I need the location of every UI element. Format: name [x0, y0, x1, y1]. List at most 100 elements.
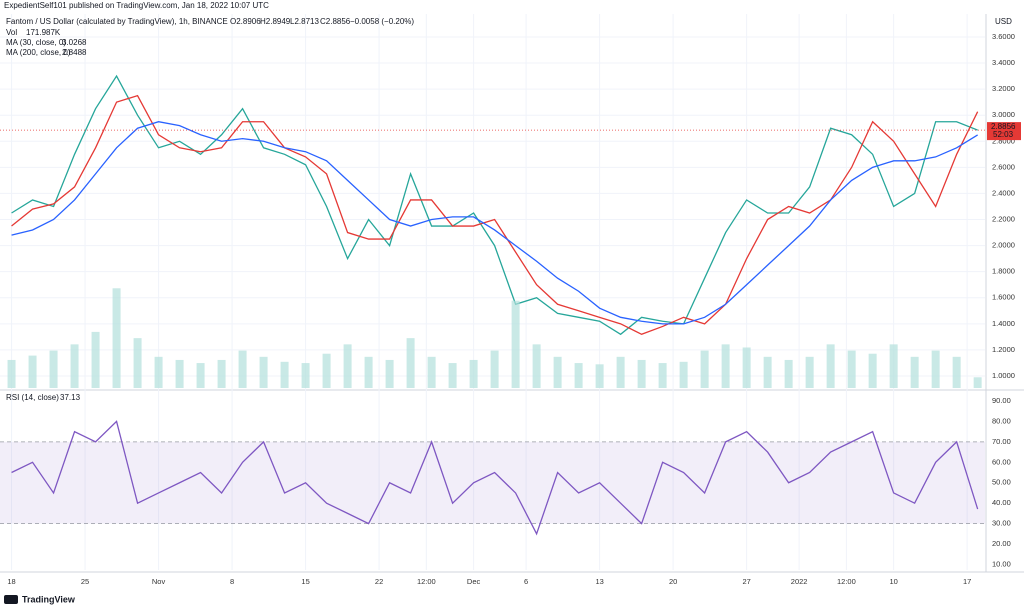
indicator-value: 37.13 — [60, 393, 81, 402]
volume-bar — [154, 356, 163, 388]
volume-bar — [553, 356, 562, 388]
volume-bar — [490, 350, 499, 388]
volume-bar — [658, 363, 667, 388]
y-tick-label: 1.2000 — [992, 345, 1015, 354]
volume-bar — [217, 359, 226, 388]
y-tick-label: 90.00 — [992, 396, 1011, 405]
y-tick-label: 70.00 — [992, 437, 1011, 446]
y-tick-label: 80.00 — [992, 416, 1011, 425]
indicator-value: 3.0268 — [62, 38, 87, 47]
volume-bar — [406, 338, 415, 388]
volume-bar — [595, 364, 604, 388]
y-tick-label: 3.0000 — [992, 110, 1015, 119]
y-tick-label: 2.2000 — [992, 215, 1015, 224]
currency: USD — [995, 17, 1012, 26]
series-line — [11, 121, 978, 325]
volume-bar — [280, 361, 289, 388]
volume-bar — [700, 350, 709, 388]
volume-bar — [385, 359, 394, 388]
volume-bar — [721, 344, 730, 388]
x-tick-label: 12:00 — [417, 577, 436, 586]
x-tick-label: 8 — [230, 577, 234, 586]
x-tick-label: 10 — [889, 577, 897, 586]
indicator-value: 2.8488 — [62, 48, 87, 57]
indicator-label: Vol — [6, 28, 17, 37]
x-tick-label: 13 — [595, 577, 603, 586]
x-tick-label: 17 — [963, 577, 971, 586]
volume-bar — [112, 288, 121, 388]
volume-bar — [301, 363, 310, 388]
y-tick-label: 30.00 — [992, 519, 1011, 528]
volume-bar — [322, 353, 331, 388]
series-line — [11, 94, 979, 335]
countdown-label: 52:03 — [993, 130, 1014, 139]
volume-bar — [784, 359, 793, 388]
x-tick-label: 27 — [742, 577, 750, 586]
indicator-label: MA (30, close, 0) — [6, 38, 66, 47]
y-tick-label: 1.4000 — [992, 319, 1015, 328]
volume-bar — [637, 359, 646, 388]
volume-bar — [763, 356, 772, 388]
volume-bar — [196, 363, 205, 388]
volume-bar — [364, 356, 373, 388]
rsi-band — [0, 441, 985, 524]
y-tick-label: 1.8000 — [992, 267, 1015, 276]
volume-bar — [973, 377, 982, 388]
x-tick-label: 12:00 — [837, 577, 856, 586]
ohlc-value: −0.0058 (−0.20%) — [350, 17, 414, 26]
y-tick-label: 1.6000 — [992, 293, 1015, 302]
indicator-label: MA (200, close, 0) — [6, 48, 71, 57]
volume-bar — [574, 363, 583, 388]
x-tick-label: 20 — [669, 577, 677, 586]
volume-bar — [616, 356, 625, 388]
y-tick-label: 10.00 — [992, 559, 1011, 568]
indicator-label: RSI (14, close) — [6, 393, 59, 402]
volume-bar — [49, 350, 58, 388]
ohlc-value: H2.8949 — [260, 17, 291, 26]
symbol-title: Fantom / US Dollar (calculated by Tradin… — [6, 17, 228, 26]
volume-bar — [427, 356, 436, 388]
volume-bar — [889, 344, 898, 388]
x-tick-label: Dec — [467, 577, 481, 586]
x-tick-label: 15 — [301, 577, 309, 586]
x-tick-label: 22 — [375, 577, 383, 586]
volume-bar — [826, 344, 835, 388]
volume-bar — [70, 344, 79, 388]
ohlc-value: O2.8906 — [230, 17, 261, 26]
y-tick-label: 2.4000 — [992, 188, 1015, 197]
y-tick-label: 3.2000 — [992, 84, 1015, 93]
x-tick-label: Nov — [152, 577, 166, 586]
y-tick-label: 3.6000 — [992, 32, 1015, 41]
volume-bar — [805, 356, 814, 388]
volume-bar — [679, 361, 688, 388]
volume-bar — [469, 359, 478, 388]
last-price-label: 2.8856 — [991, 122, 1016, 131]
volume-bar — [910, 356, 919, 388]
volume-bar — [511, 300, 520, 388]
volume-bar — [175, 359, 184, 388]
volume-bar — [343, 344, 352, 388]
y-tick-label: 20.00 — [992, 539, 1011, 548]
publisher: ExpedientSelf101 published on TradingVie… — [4, 1, 269, 10]
indicator-value: 171.987K — [26, 28, 61, 37]
ohlc-value: L2.8713 — [290, 17, 319, 26]
volume-bar — [952, 356, 961, 388]
y-tick-label: 2.0000 — [992, 241, 1015, 250]
volume-bar — [742, 347, 751, 388]
x-tick-label: 6 — [524, 577, 528, 586]
volume-bar — [532, 344, 541, 388]
last-price-box — [987, 122, 1021, 141]
brand: TradingView — [22, 594, 76, 604]
series-line — [11, 420, 979, 536]
volume-bar — [847, 350, 856, 388]
volume-bar — [448, 363, 457, 388]
volume-bar — [28, 355, 37, 388]
y-tick-label: 50.00 — [992, 478, 1011, 487]
ohlc-value: C2.8856 — [320, 17, 351, 26]
volume-bar — [133, 338, 142, 388]
volume-bar — [238, 350, 247, 388]
x-tick-label: 18 — [7, 577, 15, 586]
y-tick-label: 2.6000 — [992, 162, 1015, 171]
y-tick-label: 2.8000 — [992, 136, 1015, 145]
